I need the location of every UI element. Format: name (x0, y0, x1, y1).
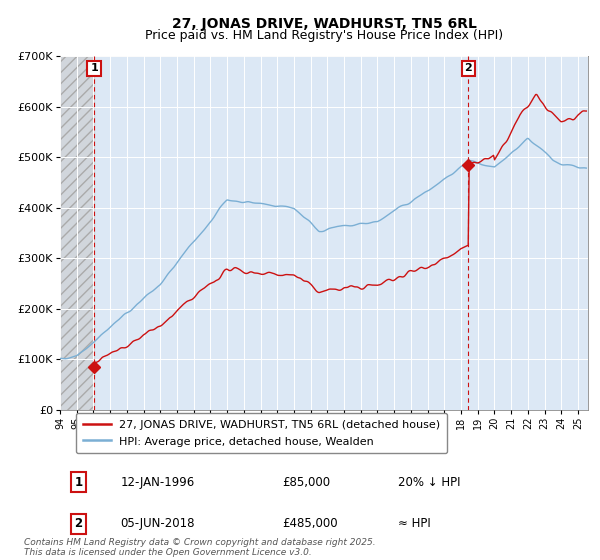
Text: 2: 2 (74, 517, 83, 530)
Legend: 27, JONAS DRIVE, WADHURST, TN5 6RL (detached house), HPI: Average price, detache: 27, JONAS DRIVE, WADHURST, TN5 6RL (deta… (76, 413, 447, 453)
Text: 1: 1 (90, 63, 98, 73)
Bar (60, 56, 94, 410)
Text: 2: 2 (464, 63, 472, 73)
Text: Price paid vs. HM Land Registry's House Price Index (HPI): Price paid vs. HM Land Registry's House … (145, 29, 503, 42)
Text: 1: 1 (74, 475, 83, 489)
Text: 12-JAN-1996: 12-JAN-1996 (121, 475, 195, 489)
Text: £85,000: £85,000 (282, 475, 330, 489)
Text: £485,000: £485,000 (282, 517, 337, 530)
Text: Contains HM Land Registry data © Crown copyright and database right 2025.
This d: Contains HM Land Registry data © Crown c… (24, 538, 376, 557)
Text: 20% ↓ HPI: 20% ↓ HPI (398, 475, 460, 489)
Bar (60, 56, 94, 410)
Text: 27, JONAS DRIVE, WADHURST, TN5 6RL: 27, JONAS DRIVE, WADHURST, TN5 6RL (172, 17, 476, 31)
Text: ≈ HPI: ≈ HPI (398, 517, 431, 530)
Text: 05-JUN-2018: 05-JUN-2018 (121, 517, 195, 530)
